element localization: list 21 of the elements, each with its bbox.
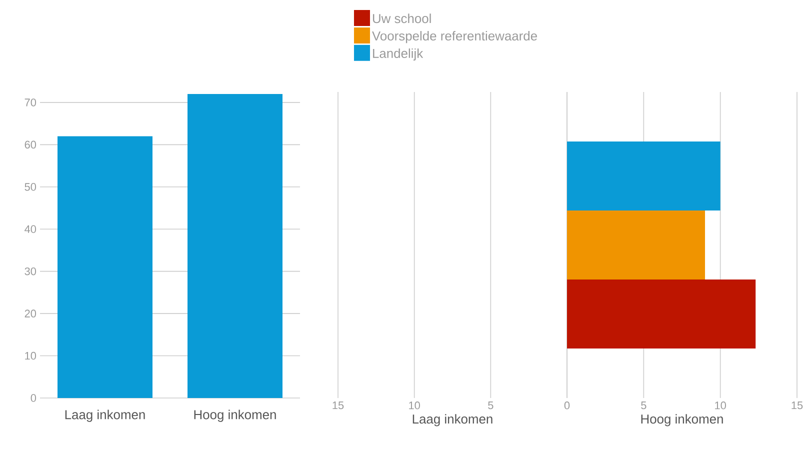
- legend-label: Uw school: [372, 14, 431, 24]
- x-tick-label: 15: [332, 402, 344, 410]
- y-tick-label: 70: [24, 98, 36, 106]
- x-tick-label: 0: [564, 402, 570, 410]
- x-tick-label: 10: [715, 402, 726, 410]
- legend-label: Landelijk: [373, 48, 424, 61]
- bar: [567, 142, 720, 210]
- y-tick-label: 20: [24, 310, 36, 318]
- y-tick-label: 0: [30, 394, 36, 402]
- y-tick-label: 60: [24, 140, 36, 149]
- x-tick-label: 15: [792, 402, 803, 410]
- bar: [567, 280, 756, 348]
- x-tick-label: 5: [488, 402, 494, 410]
- x-tick-label: 10: [409, 402, 420, 410]
- bar: [567, 210, 706, 280]
- y-tick-label: 30: [24, 267, 36, 276]
- y-tick-label: 10: [25, 352, 36, 360]
- y-tick-label: 40: [24, 225, 36, 233]
- y-tick-label: 50: [24, 183, 36, 191]
- legend-label: Voorspelde referentiewaarde: [372, 31, 537, 44]
- x-tick-label: 5: [641, 402, 646, 410]
